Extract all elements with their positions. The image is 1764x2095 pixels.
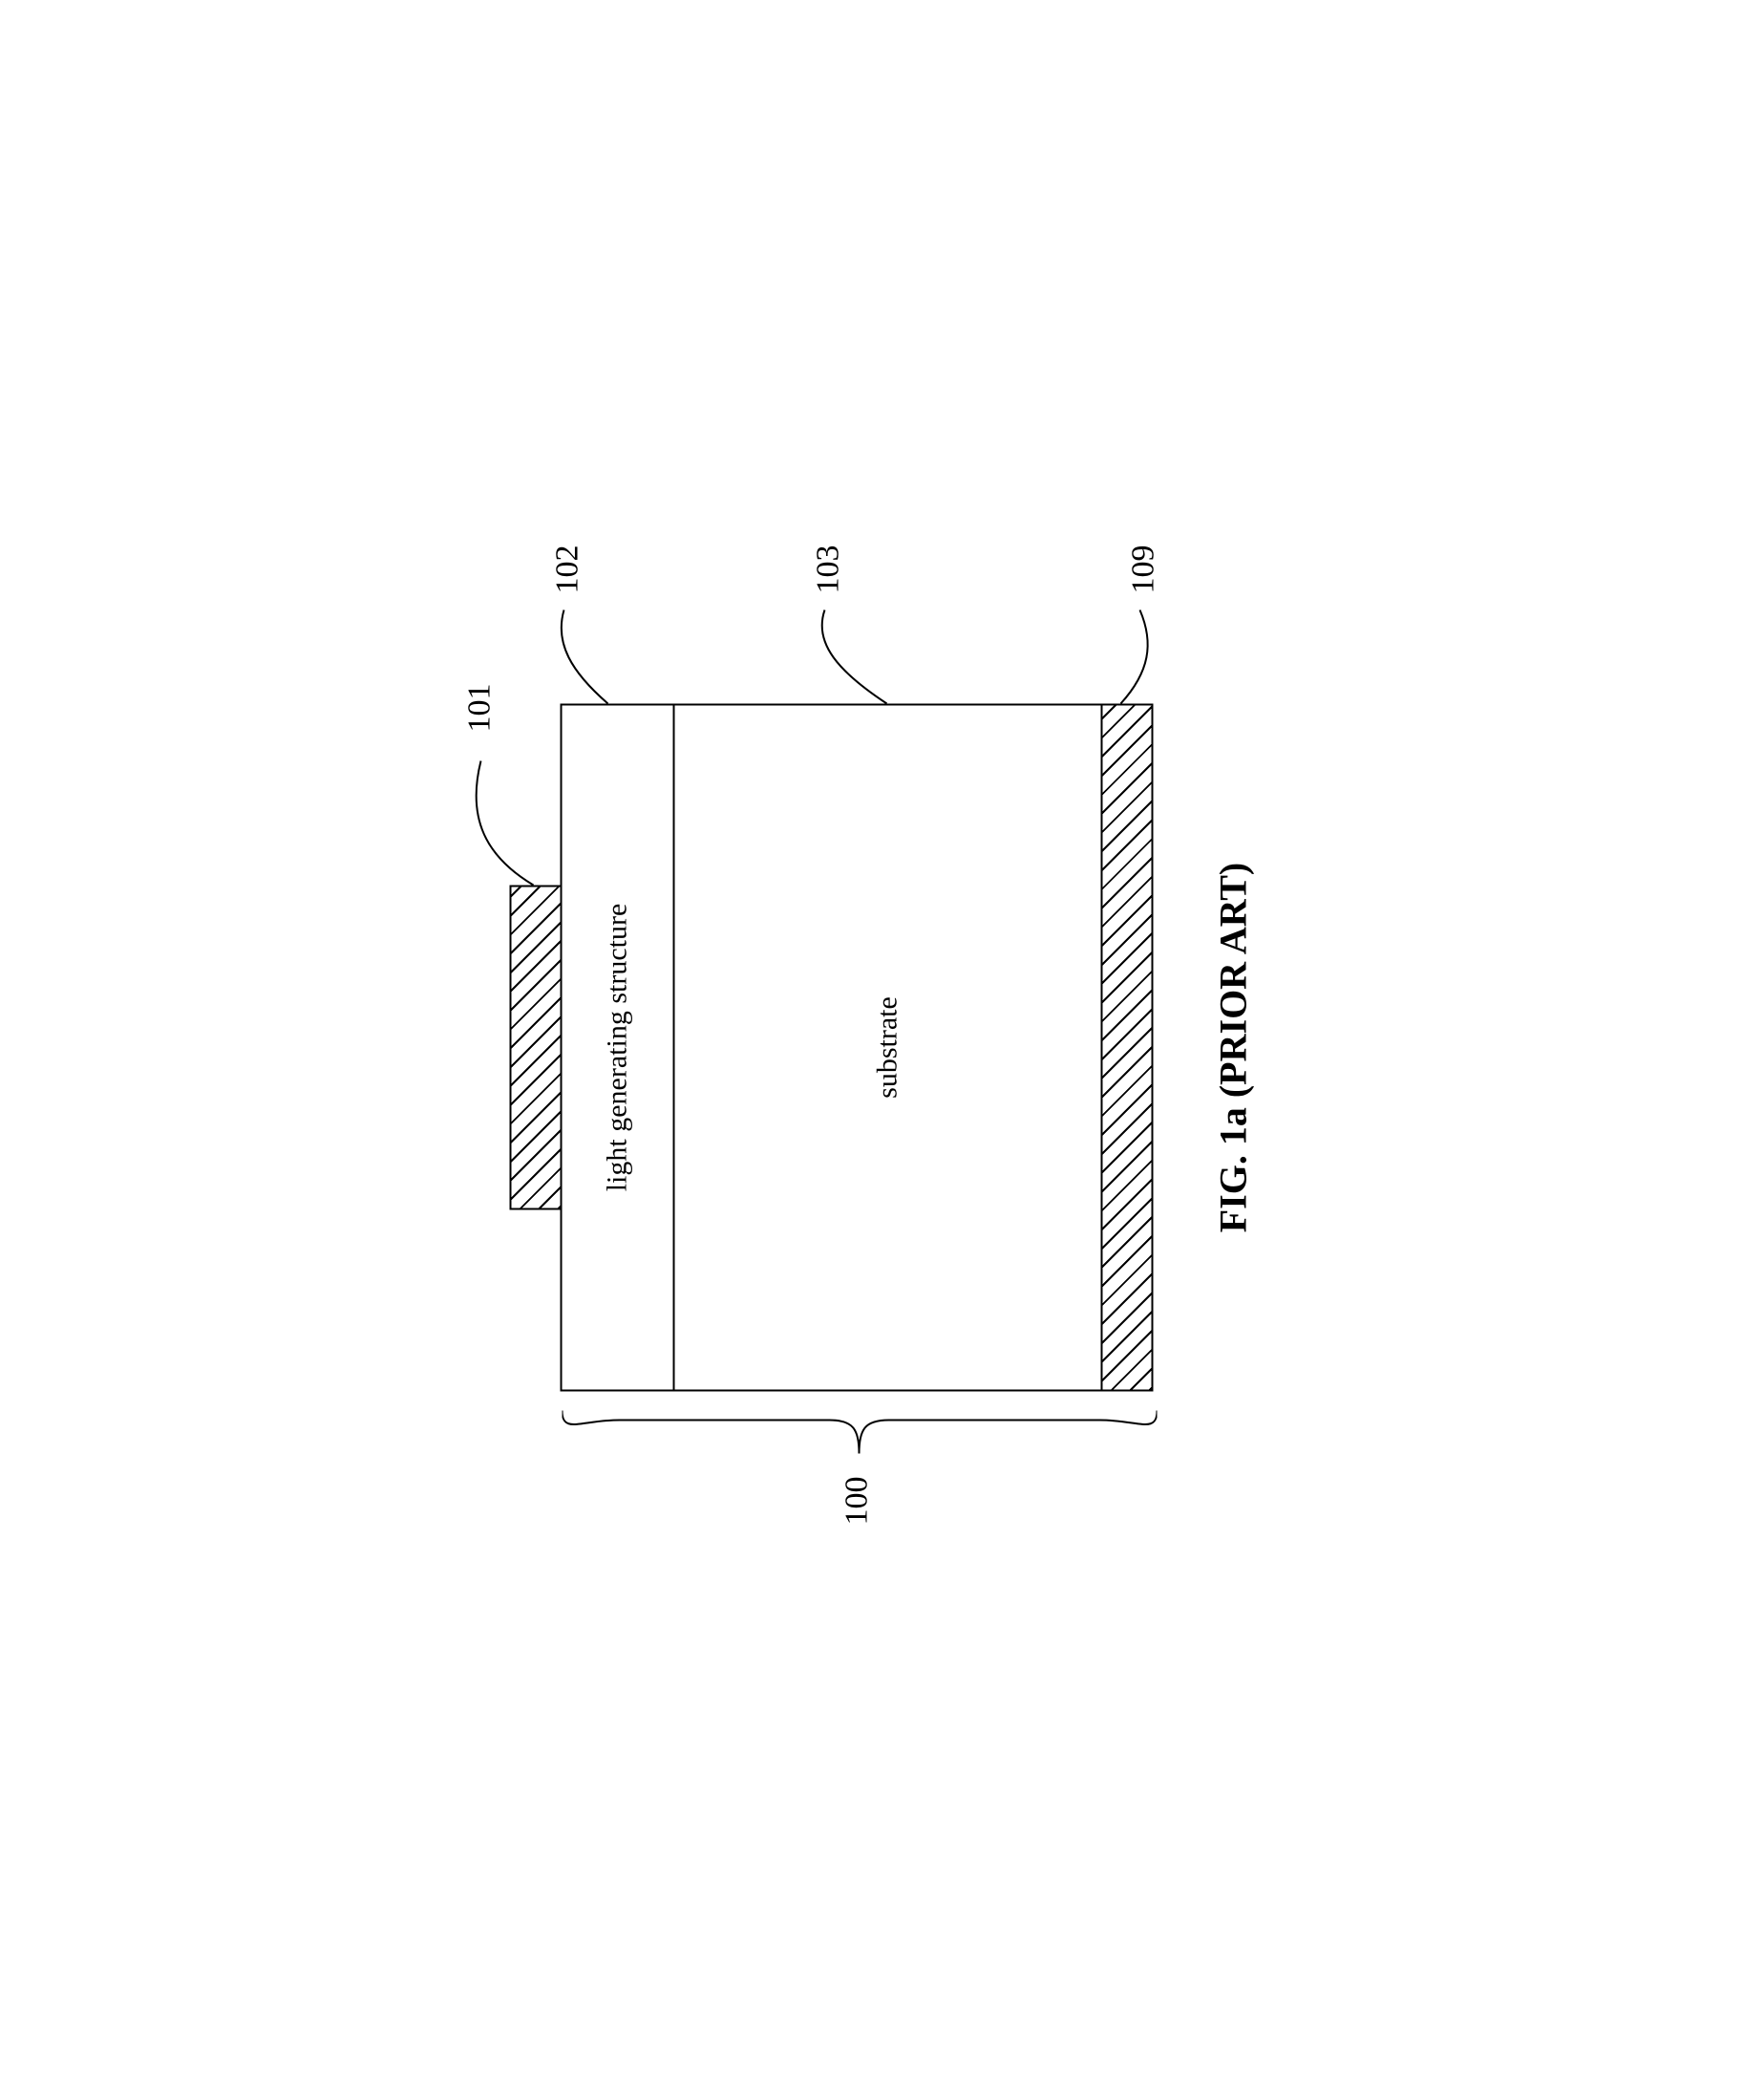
lead-109 (1063, 601, 1168, 706)
assembly-brace (562, 1406, 1157, 1459)
rotated-diagram: 100 101 light generating structure 102 (509, 704, 1255, 1392)
ref-100: 100 (839, 1477, 875, 1526)
ref-102: 102 (549, 545, 585, 594)
lead-102 (542, 601, 619, 706)
figure: 100 101 light generating structure 102 (539, 483, 1226, 1612)
ref-109: 109 (1125, 545, 1161, 594)
substrate-layer: substrate (672, 704, 1102, 1392)
diagram-area: 100 101 light generating structure 102 (509, 704, 1153, 1392)
light-generating-structure-layer: light generating structure (560, 704, 674, 1392)
substrate-text: substrate (871, 996, 903, 1099)
ref-103: 103 (810, 545, 846, 594)
lgs-text: light generating structure (601, 904, 633, 1192)
top-contact-layer (509, 886, 562, 1210)
bottom-contact-layer (1100, 704, 1153, 1392)
lead-103 (796, 601, 901, 706)
ref-101: 101 (461, 684, 498, 733)
figure-caption: FIG. 1a (PRIOR ART) (1210, 704, 1255, 1392)
layer-stack: 101 light generating structure 102 subst… (509, 704, 1153, 1392)
lead-101 (457, 742, 542, 895)
